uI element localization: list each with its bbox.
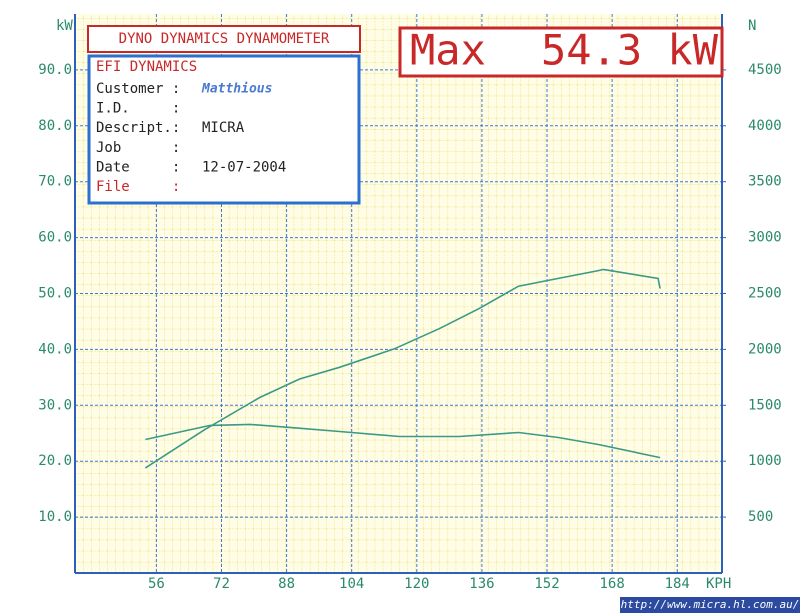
y2-tick-label: 3500 bbox=[748, 174, 782, 190]
x-tick-label: 120 bbox=[404, 576, 429, 592]
watermark-background bbox=[620, 597, 800, 613]
y2-tick-label: 1000 bbox=[748, 453, 782, 469]
y2-tick-label: 4000 bbox=[748, 118, 782, 134]
y2-tick-label: 4500 bbox=[748, 62, 782, 78]
info-field-label: File : bbox=[96, 179, 180, 195]
x-tick-label: 152 bbox=[534, 576, 559, 592]
max-value: 54.3 kW bbox=[541, 26, 719, 75]
x-axis-label: KPH bbox=[706, 576, 731, 592]
y-tick-label: 40.0 bbox=[38, 341, 72, 357]
y-tick-label: 30.0 bbox=[38, 397, 72, 413]
y-tick-label: 20.0 bbox=[38, 453, 72, 469]
info-field-label: Descript.: bbox=[96, 120, 180, 136]
max-label: Max bbox=[410, 26, 486, 75]
info-field-label: Customer : bbox=[96, 81, 180, 97]
info-company: EFI DYNAMICS bbox=[96, 59, 197, 75]
x-tick-label: 72 bbox=[213, 576, 230, 592]
y-tick-label: 10.0 bbox=[38, 509, 72, 525]
x-tick-label: 104 bbox=[339, 576, 364, 592]
info-field-label: I.D. : bbox=[96, 101, 180, 117]
y2-tick-label: 1500 bbox=[748, 397, 782, 413]
y2-tick-label: 2500 bbox=[748, 286, 782, 302]
max-box bbox=[398, 26, 724, 78]
info-box bbox=[87, 54, 361, 205]
x-tick-label: 136 bbox=[469, 576, 494, 592]
info-field-value: MICRA bbox=[202, 120, 245, 136]
x-tick-label: 56 bbox=[148, 576, 165, 592]
info-field-label: Job : bbox=[96, 140, 180, 156]
chart-title: DYNO DYNAMICS DYNAMOMETER bbox=[119, 31, 330, 47]
info-field-value: 12-07-2004 bbox=[202, 159, 286, 175]
info-field-value: Matthious bbox=[201, 82, 272, 97]
x-tick-label: 184 bbox=[665, 576, 690, 592]
y-tick-label: 50.0 bbox=[38, 286, 72, 302]
y-tick-label: 70.0 bbox=[38, 174, 72, 190]
data-line bbox=[144, 268, 661, 469]
y-axis-label: kW bbox=[56, 18, 73, 34]
y2-axis-label: N bbox=[748, 18, 756, 34]
y-tick-label: 60.0 bbox=[38, 230, 72, 246]
watermark: http://www.micra.hl.com.au/ bbox=[621, 598, 800, 611]
y-tick-label: 80.0 bbox=[38, 118, 72, 134]
x-tick-label: 88 bbox=[278, 576, 295, 592]
title-box bbox=[87, 25, 361, 53]
x-tick-label: 168 bbox=[599, 576, 624, 592]
data-line bbox=[145, 423, 661, 459]
y2-tick-label: 3000 bbox=[748, 230, 782, 246]
y-tick-label: 90.0 bbox=[38, 62, 72, 78]
y2-tick-label: 2000 bbox=[748, 341, 782, 357]
info-field-label: Date : bbox=[96, 159, 180, 175]
y2-tick-label: 500 bbox=[748, 509, 773, 525]
